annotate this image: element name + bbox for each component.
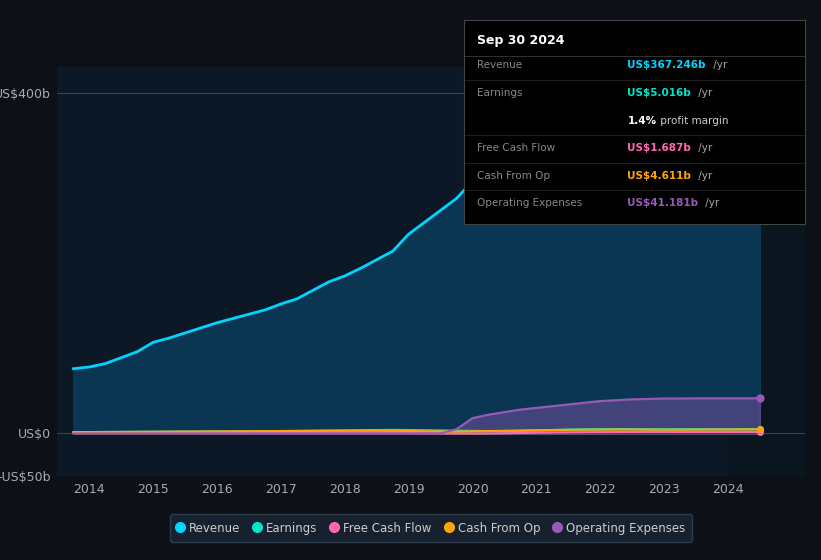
Text: /yr: /yr (695, 88, 712, 98)
Text: US$1.687b: US$1.687b (627, 143, 691, 153)
Text: Operating Expenses: Operating Expenses (478, 198, 583, 208)
Text: /yr: /yr (695, 171, 712, 181)
Text: Free Cash Flow: Free Cash Flow (478, 143, 556, 153)
Text: Cash From Op: Cash From Op (478, 171, 551, 181)
Text: Earnings: Earnings (478, 88, 523, 98)
Text: US$4.611b: US$4.611b (627, 171, 691, 181)
Text: profit margin: profit margin (658, 116, 729, 125)
Legend: Revenue, Earnings, Free Cash Flow, Cash From Op, Operating Expenses: Revenue, Earnings, Free Cash Flow, Cash … (170, 515, 692, 542)
Text: /yr: /yr (710, 60, 727, 71)
Text: Revenue: Revenue (478, 60, 523, 71)
Text: US$367.246b: US$367.246b (627, 60, 706, 71)
Text: 1.4%: 1.4% (627, 116, 657, 125)
Text: US$5.016b: US$5.016b (627, 88, 691, 98)
Bar (728, 67, 805, 476)
Text: /yr: /yr (702, 198, 720, 208)
Text: Sep 30 2024: Sep 30 2024 (478, 34, 565, 47)
Text: /yr: /yr (695, 143, 712, 153)
Text: US$41.181b: US$41.181b (627, 198, 699, 208)
